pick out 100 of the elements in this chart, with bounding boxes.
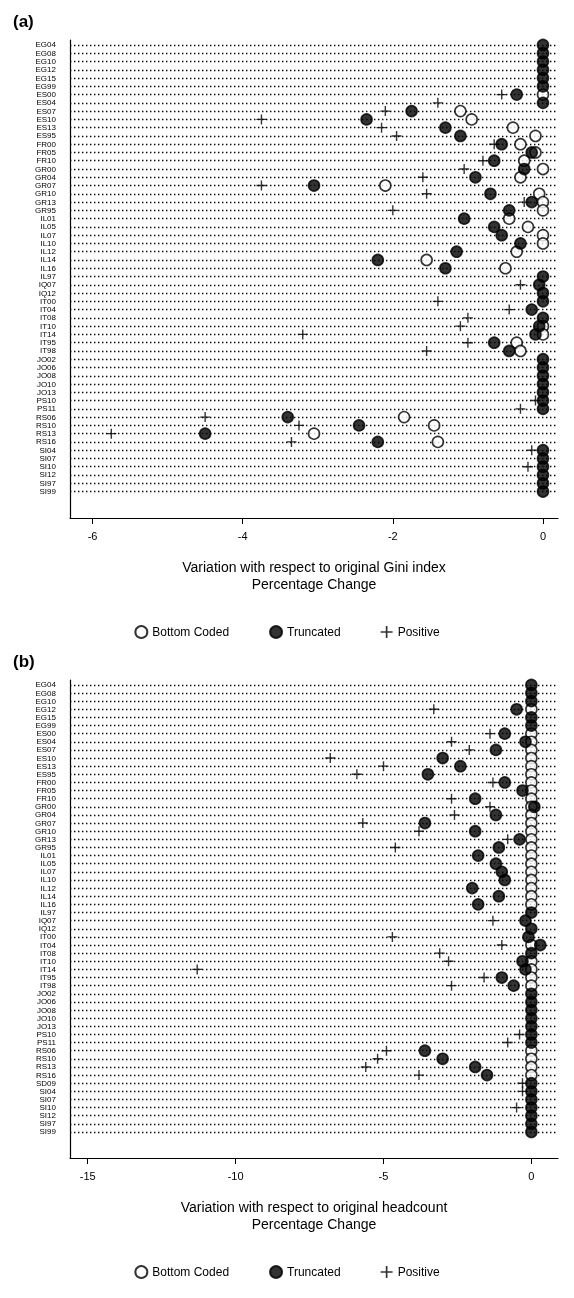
y-tick-label: IT14 <box>39 329 57 339</box>
y-tick-label: GR07 <box>35 181 57 191</box>
y-tick-label: IL97 <box>40 908 57 917</box>
y-tick-label: FR00 <box>36 777 57 787</box>
y-tick-label: IL14 <box>40 255 57 265</box>
y-tick-label: EG08 <box>35 688 57 698</box>
y-tick-label: EG04 <box>35 680 57 690</box>
y-tick-label: GR10 <box>35 189 57 199</box>
y-tick-label: IQ07 <box>38 916 57 926</box>
y-tick-label: ES07 <box>36 106 57 116</box>
x-tick-label: -10 <box>227 1169 244 1182</box>
y-tick-label: JO10 <box>36 379 57 389</box>
y-tick-label: ES13 <box>36 123 57 133</box>
y-tick-label: IT08 <box>39 313 57 323</box>
y-tick-label: FR05 <box>36 786 57 796</box>
x-tick-label: -2 <box>387 529 398 542</box>
y-tick-label: SI10 <box>39 1103 57 1113</box>
y-tick-label: IT10 <box>39 956 57 966</box>
legend-label: Bottom Coded <box>152 625 230 639</box>
y-tick-label: IT08 <box>39 948 57 958</box>
y-tick-label: RS06 <box>35 1046 57 1056</box>
y-tick-label: SI97 <box>39 1119 57 1129</box>
y-tick-label: IT98 <box>39 346 57 356</box>
y-tick-label: PS10 <box>36 1029 57 1039</box>
y-tick-label: IL16 <box>40 263 57 273</box>
chart-title: (a) <box>13 12 34 31</box>
y-tick-label: SI12 <box>39 1111 57 1121</box>
y-tick-label: IL12 <box>40 247 57 257</box>
y-tick-label: ES10 <box>36 753 57 763</box>
legend-label: Positive <box>397 625 440 639</box>
chart-title: (b) <box>13 652 35 671</box>
y-tick-label: GR04 <box>35 172 57 182</box>
y-tick-label: ES00 <box>36 90 57 100</box>
y-tick-label: GR13 <box>35 197 57 207</box>
y-tick-label: IL07 <box>40 867 57 877</box>
y-tick-label: RS13 <box>35 429 57 439</box>
y-tick-label: EG12 <box>35 704 57 714</box>
y-tick-label: IL07 <box>40 230 57 240</box>
y-tick-label: IT04 <box>39 940 57 950</box>
y-tick-label: JO06 <box>36 362 57 372</box>
y-tick-label: SI07 <box>39 1094 57 1104</box>
y-tick-label: RS13 <box>35 1062 57 1072</box>
y-tick-label: PS11 <box>37 404 57 414</box>
y-tick-label: RS10 <box>35 420 57 430</box>
y-tick-label: IL14 <box>40 891 57 901</box>
y-tick-label: IL10 <box>40 238 57 248</box>
x-tick-label: -4 <box>237 529 248 542</box>
y-tick-label: GR07 <box>35 818 57 828</box>
x-tick-label: -6 <box>87 529 98 542</box>
y-tick-label: IL10 <box>40 875 57 885</box>
y-tick-label: ES00 <box>36 729 57 739</box>
y-tick-label: JO08 <box>36 371 57 381</box>
y-tick-label: JO02 <box>36 354 57 364</box>
y-tick-label: ES10 <box>36 114 57 124</box>
y-tick-label: FR00 <box>36 139 57 149</box>
y-tick-label: EG15 <box>35 73 57 83</box>
y-tick-label: EG08 <box>35 48 57 58</box>
y-tick-label: RS10 <box>35 1054 57 1064</box>
y-tick-label: SI07 <box>39 453 57 463</box>
y-tick-label: IL05 <box>40 222 57 232</box>
y-tick-label: JO06 <box>36 997 57 1007</box>
y-tick-label: SD09 <box>35 1078 57 1088</box>
y-tick-label: IT95 <box>39 338 57 348</box>
y-tick-label: JO13 <box>36 387 57 397</box>
y-tick-label: ES04 <box>36 737 57 747</box>
y-tick-label: RS16 <box>35 1070 57 1080</box>
y-tick-label: IL01 <box>40 851 57 861</box>
y-tick-label: IL97 <box>40 272 57 282</box>
y-tick-label: RS16 <box>35 437 57 447</box>
y-tick-label: GR95 <box>35 205 57 215</box>
y-tick-label: EG99 <box>35 81 57 91</box>
y-tick-label: EG12 <box>35 65 57 75</box>
y-tick-label: EG99 <box>35 721 57 731</box>
y-tick-label: FR05 <box>36 147 57 157</box>
y-tick-label: GR13 <box>35 834 57 844</box>
y-tick-label: RS06 <box>35 412 57 422</box>
y-tick-label: EG10 <box>35 696 57 706</box>
y-tick-label: GR00 <box>35 164 57 174</box>
legend-label: Truncated <box>287 625 341 639</box>
y-tick-label: SI99 <box>39 487 57 497</box>
y-tick-label: IL05 <box>40 859 57 869</box>
y-tick-label: JO13 <box>36 1021 57 1031</box>
y-tick-label: EG04 <box>35 40 57 50</box>
x-tick-label: 0 <box>528 1169 535 1182</box>
y-tick-label: SI04 <box>39 445 57 455</box>
y-tick-label: FR10 <box>36 156 57 166</box>
x-axis-title: Variation with respect to original headcount Percentage Change <box>180 1198 448 1232</box>
y-tick-label: IQ12 <box>38 924 57 934</box>
y-tick-label: ES95 <box>36 769 57 779</box>
y-tick-label: SI10 <box>39 462 57 472</box>
y-tick-label: IT14 <box>39 964 57 974</box>
y-tick-label: IT98 <box>39 981 57 991</box>
y-tick-label: JO08 <box>36 1005 57 1015</box>
y-tick-label: GR10 <box>35 826 57 836</box>
y-tick-label: IQ12 <box>38 288 57 298</box>
y-tick-label: IT04 <box>39 305 57 315</box>
legend-label: Truncated <box>287 1265 341 1279</box>
y-tick-label: SI04 <box>39 1086 57 1096</box>
x-axis-title: Variation with respect to original Gini index Percentage Change <box>182 558 446 592</box>
legend-label: Positive <box>397 1265 440 1279</box>
